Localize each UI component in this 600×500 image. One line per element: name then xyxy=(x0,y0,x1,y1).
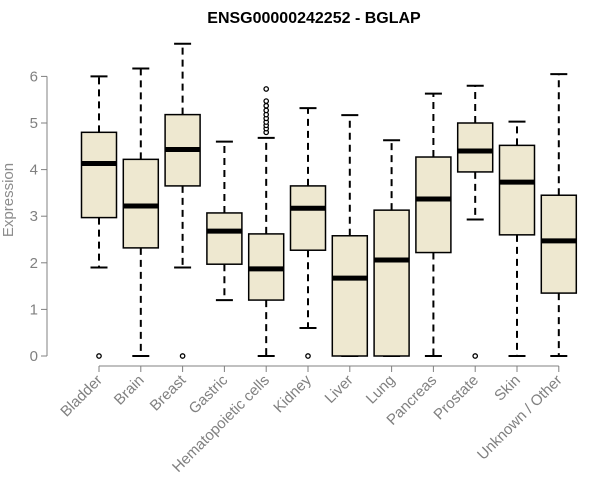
box-group xyxy=(373,139,410,357)
box-iqr xyxy=(540,194,578,294)
outlier-point xyxy=(263,102,270,109)
y-tick-label: 1 xyxy=(30,301,38,318)
y-axis-label: Expression xyxy=(0,163,17,237)
box-iqr xyxy=(415,156,452,254)
box-group xyxy=(540,73,578,357)
box-group xyxy=(456,84,494,359)
outlier-point xyxy=(263,98,270,104)
box-group xyxy=(415,92,452,357)
box-group xyxy=(331,114,369,357)
box-iqr xyxy=(373,209,410,357)
x-tick-label: Breast xyxy=(147,371,190,414)
outlier-point xyxy=(96,353,102,359)
box-group xyxy=(289,107,327,359)
box-iqr xyxy=(456,122,494,173)
x-tick-label: Skin xyxy=(491,372,524,405)
box-iqr xyxy=(289,185,327,251)
y-tick-label: 4 xyxy=(30,162,38,179)
box-iqr xyxy=(206,212,243,265)
box-group xyxy=(247,86,285,357)
box-group xyxy=(498,120,536,357)
x-tick-label: Kidney xyxy=(270,371,315,416)
x-tick-label: Bladder xyxy=(57,372,106,421)
outlier-point xyxy=(305,353,311,359)
y-tick-label: 6 xyxy=(30,68,38,85)
box-iqr xyxy=(498,144,536,236)
y-tick-label: 2 xyxy=(30,255,38,272)
y-tick-label: 0 xyxy=(30,348,38,365)
outlier-point xyxy=(263,86,270,92)
y-tick-label: 3 xyxy=(30,208,38,225)
box-group xyxy=(206,140,243,302)
outlier-point xyxy=(179,353,186,359)
box-group xyxy=(122,67,160,357)
box-group xyxy=(164,42,201,359)
outlier-point xyxy=(263,107,270,114)
x-tick-label: Prostate xyxy=(430,372,482,424)
box-iqr xyxy=(80,131,118,219)
x-tick-label: Liver xyxy=(322,372,357,407)
x-tick-label: Lung xyxy=(363,372,399,408)
box-iqr xyxy=(331,235,369,357)
x-tick-label: Brain xyxy=(111,372,148,409)
y-axis: 0 1 2 3 4 5 6 xyxy=(30,68,48,365)
outlier-point xyxy=(472,353,479,359)
plot-area xyxy=(80,42,578,359)
box-group xyxy=(80,75,118,359)
y-tick-label: 5 xyxy=(30,115,38,132)
chart-title: ENSG00000242252 - BGLAP xyxy=(207,10,421,27)
